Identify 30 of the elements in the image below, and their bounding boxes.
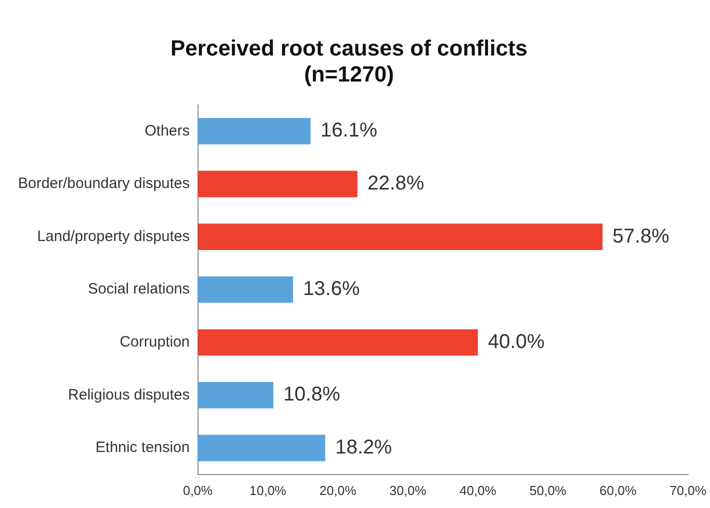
bar (198, 224, 603, 250)
data-label: 16.1% (320, 120, 378, 142)
x-tick-label: 0,0% (182, 482, 214, 498)
y-tick-label: Land/property disputes (37, 228, 190, 245)
x-tick-label: 10,0% (249, 482, 287, 498)
bar (198, 434, 326, 462)
y-tick-label: Border/boundary disputes (18, 175, 190, 192)
bar (198, 276, 294, 303)
y-tick-label: Others (144, 122, 190, 140)
data-label: 22.8% (367, 172, 424, 195)
data-label: 57.8% (612, 225, 670, 248)
data-label: 13.6% (303, 278, 360, 300)
bar (198, 329, 478, 356)
x-tick-label: 70,0% (670, 482, 707, 498)
x-tick-label: 20,0% (319, 482, 357, 498)
x-tick-label: 40,0% (459, 482, 497, 498)
x-tick-label: 60,0% (600, 482, 637, 498)
x-tick-label: 50,0% (530, 482, 567, 498)
bar (198, 170, 358, 198)
y-tick-label: Social relations (88, 280, 190, 298)
chart-title: Perceived root causes of conflicts (n=1270) (170, 35, 528, 87)
data-label: 40.0% (488, 330, 545, 353)
data-label: 18.2% (335, 436, 392, 459)
bar (198, 382, 274, 408)
y-tick-label: Ethnic tension (96, 439, 190, 456)
y-tick-label: Religious disputes (68, 386, 190, 404)
y-tick-label: Corruption (120, 334, 190, 351)
data-label: 10.8% (283, 384, 340, 406)
x-tick-label: 30,0% (389, 482, 427, 498)
bar (198, 118, 311, 144)
